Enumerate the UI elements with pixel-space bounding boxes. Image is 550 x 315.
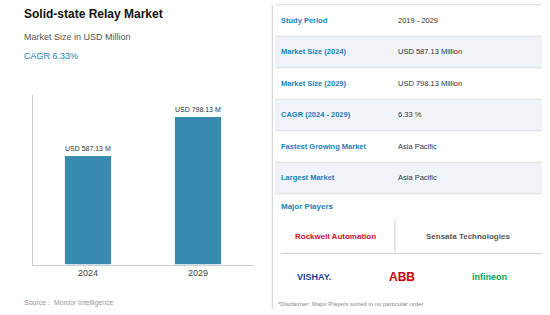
svg-text:USD 798.13 M: USD 798.13 M bbox=[175, 106, 221, 113]
svg-text:2019 - 2029: 2019 - 2029 bbox=[398, 16, 438, 25]
svg-text:Source : Mordor Intelligence: Source : Mordor Intelligence bbox=[24, 299, 114, 307]
svg-text:2029: 2029 bbox=[188, 268, 208, 278]
svg-text:*Disclaimer: Major Players sor: *Disclaimer: Major Players sorted in no … bbox=[278, 301, 423, 307]
svg-text:USD 798.13 Million: USD 798.13 Million bbox=[398, 79, 462, 88]
svg-text:Fastest Growing Market: Fastest Growing Market bbox=[281, 142, 367, 151]
svg-text:USD 587.13 Million: USD 587.13 Million bbox=[398, 47, 462, 56]
svg-text:CAGR 6.33%: CAGR 6.33% bbox=[24, 51, 78, 61]
svg-text:Rockwell Automation: Rockwell Automation bbox=[295, 232, 376, 241]
svg-text:CAGR (2024 - 2029): CAGR (2024 - 2029) bbox=[281, 110, 351, 119]
svg-text:Major Players: Major Players bbox=[281, 202, 334, 211]
svg-text:Solid-state Relay Market: Solid-state Relay Market bbox=[24, 7, 163, 21]
svg-text:ABB: ABB bbox=[389, 270, 415, 284]
svg-text:Sensata Technologies: Sensata Technologies bbox=[426, 232, 510, 241]
svg-text:Largest Market: Largest Market bbox=[281, 173, 335, 182]
svg-text:Market Size (2024): Market Size (2024) bbox=[281, 47, 347, 56]
svg-text:Study Period: Study Period bbox=[281, 16, 328, 25]
svg-text:Asia Pacific: Asia Pacific bbox=[398, 142, 437, 151]
svg-text:2024: 2024 bbox=[78, 268, 98, 278]
svg-text:Market Size in USD Million: Market Size in USD Million bbox=[24, 32, 131, 42]
svg-text:VISHAY.: VISHAY. bbox=[297, 272, 331, 282]
svg-text:infineon: infineon bbox=[472, 272, 507, 282]
svg-text:6.33 %: 6.33 % bbox=[398, 110, 422, 119]
svg-text:Market Size (2029): Market Size (2029) bbox=[281, 79, 347, 88]
svg-text:Asia Pacific: Asia Pacific bbox=[398, 173, 437, 182]
svg-text:USD 587.13 M: USD 587.13 M bbox=[65, 145, 111, 152]
